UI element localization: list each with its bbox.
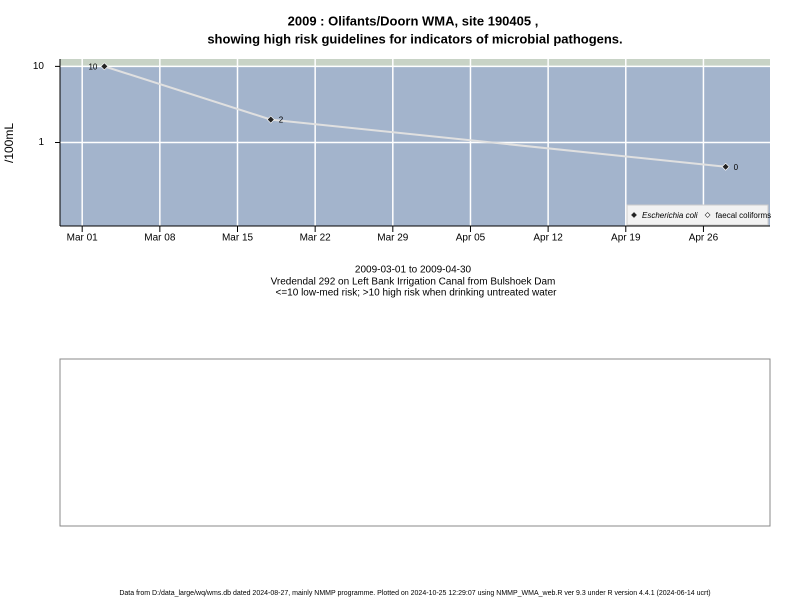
data-point [721,162,730,171]
data-label: 0 [734,163,739,172]
data-label: 2 [279,116,284,125]
legend-label: Escherichia coli [642,211,698,220]
x-tick-label: Apr 26 [689,233,719,244]
legend-marker [631,212,637,218]
data-point [266,115,275,124]
footer: Data from D:/data_large/wq/wms.db dated … [119,590,710,597]
annotation: Vredendal 292 on Left Bank Irrigation Ca… [271,277,556,288]
annotation: <=10 low-med risk; >10 high risk when dr… [276,288,558,299]
annotation: 2009-03-01 to 2009-04-30 [355,265,472,276]
x-tick-label: Apr 12 [533,233,563,244]
y-tick-label: 1 [38,137,44,148]
legend-box [626,204,769,226]
x-tick-label: Mar 29 [377,233,409,244]
x-tick-label: Apr 05 [456,233,486,244]
x-tick-label: Mar 22 [300,233,332,244]
chart-title: 2009 : Olifants/Doorn WMA, site 190405 , [288,13,539,28]
legend-label: faecal coliforms [716,211,772,220]
x-tick-label: Apr 19 [611,233,641,244]
legend-marker [704,212,711,218]
empty-panel [59,358,771,527]
x-tick-label: Mar 15 [222,233,254,244]
data-label: 10 [88,62,97,71]
guideline-band [60,59,770,67]
y-tick-label: 10 [33,61,45,72]
data-point [100,62,109,71]
y-axis-label: /100mL [2,123,16,163]
chart-subtitle: showing high risk guidelines for indicat… [207,31,622,46]
x-tick-label: Mar 08 [144,233,176,244]
x-tick-label: Mar 01 [67,233,99,244]
